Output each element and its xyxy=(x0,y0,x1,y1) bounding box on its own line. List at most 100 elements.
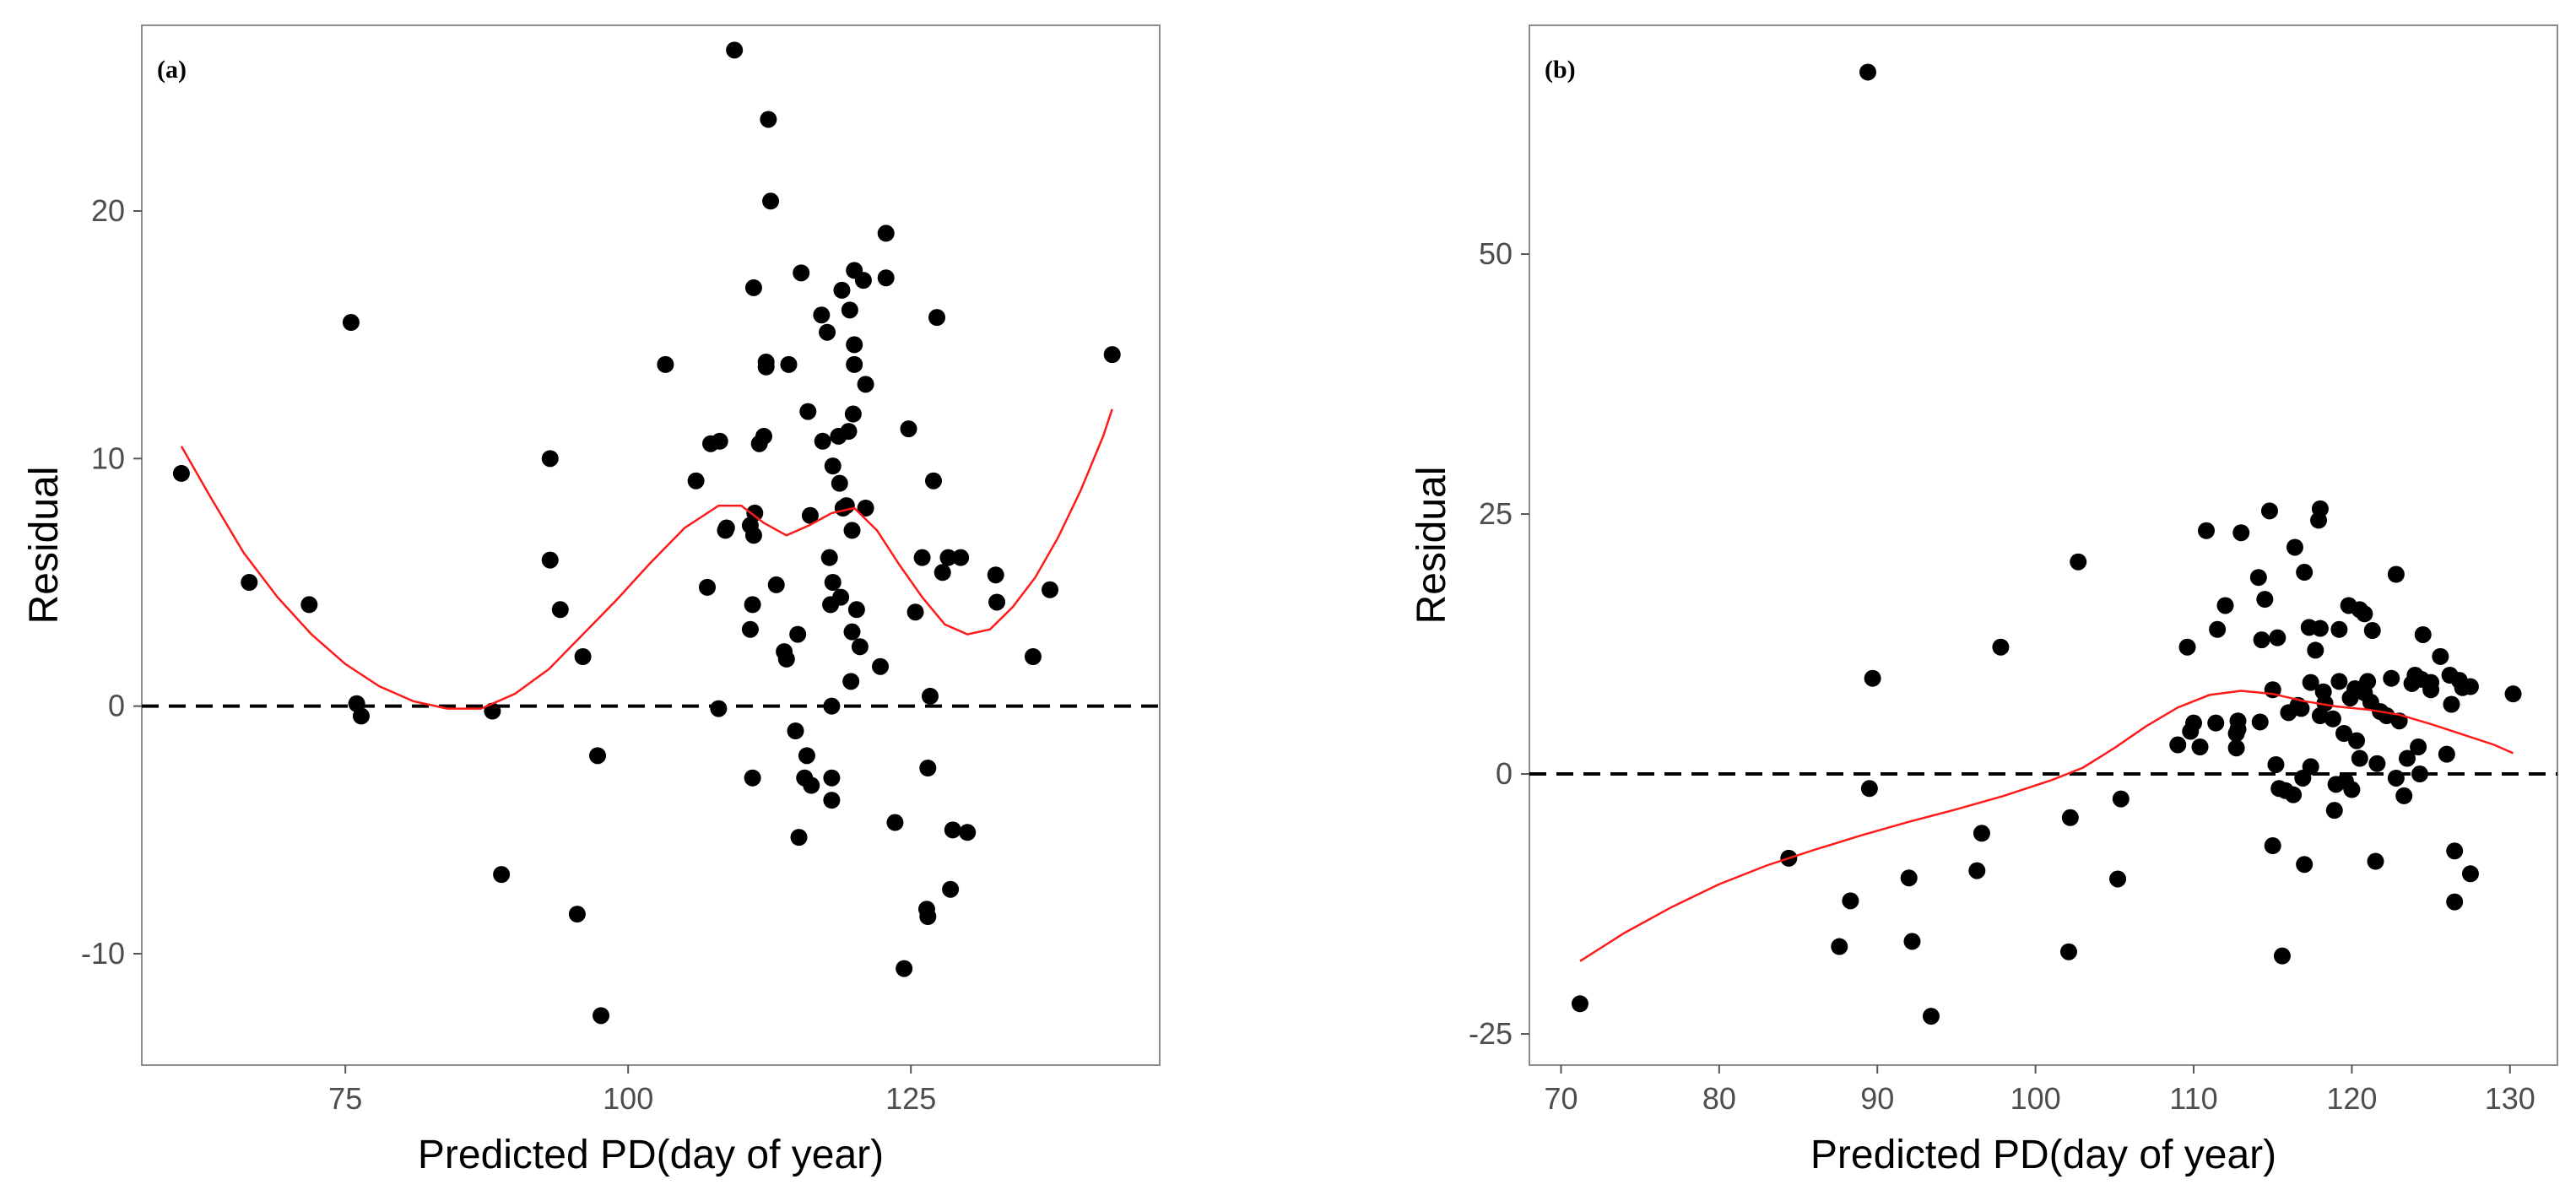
x-tick-label: 130 xyxy=(2485,1081,2535,1116)
data-point xyxy=(942,880,960,898)
data-point xyxy=(2330,620,2348,638)
data-point xyxy=(352,707,370,725)
data-point xyxy=(755,427,772,445)
data-point xyxy=(2368,755,2386,772)
data-point xyxy=(2356,605,2373,623)
smooth-trend-line xyxy=(1579,690,2514,962)
y-axis-label: Residual xyxy=(22,467,67,625)
data-point xyxy=(934,564,951,582)
data-point xyxy=(2302,758,2319,776)
data-point xyxy=(2070,553,2087,571)
data-point xyxy=(2061,809,2079,826)
data-point xyxy=(2207,714,2225,732)
x-tick-label: 125 xyxy=(885,1081,936,1116)
y-tick-label: 20 xyxy=(91,193,125,228)
data-point xyxy=(2363,622,2381,640)
panel-label: (a) xyxy=(157,56,187,84)
x-tick-label: 100 xyxy=(2010,1081,2061,1116)
data-point xyxy=(843,522,861,539)
data-point xyxy=(2267,755,2285,773)
data-point xyxy=(2269,629,2286,646)
data-point xyxy=(1864,669,1881,687)
data-point xyxy=(843,623,861,641)
data-point xyxy=(2249,569,2267,587)
data-point xyxy=(2325,802,2343,820)
data-point xyxy=(2209,620,2227,638)
data-point xyxy=(820,549,838,566)
data-point xyxy=(551,601,569,619)
data-point xyxy=(842,673,860,690)
x-tick-label: 90 xyxy=(1860,1081,1894,1116)
data-point xyxy=(760,111,777,128)
data-point xyxy=(906,603,924,621)
data-point xyxy=(799,403,817,420)
data-point xyxy=(2343,781,2361,798)
data-point xyxy=(952,549,970,566)
data-point xyxy=(928,309,946,327)
data-point xyxy=(2359,673,2377,690)
x-tick-label: 80 xyxy=(1702,1081,1736,1116)
data-point xyxy=(1024,648,1042,665)
data-point xyxy=(2461,865,2479,883)
data-point xyxy=(2185,714,2203,732)
data-point xyxy=(757,358,775,376)
data-point xyxy=(710,700,728,717)
data-point xyxy=(780,355,798,373)
data-point xyxy=(767,576,785,593)
data-point xyxy=(1973,825,1990,842)
y-tick-label: -10 xyxy=(81,936,125,971)
x-axis-label: Predicted PD(day of year) xyxy=(418,1133,884,1177)
data-point xyxy=(1992,638,2010,656)
data-point xyxy=(877,225,895,242)
data-point xyxy=(741,620,759,638)
data-point xyxy=(574,648,592,665)
data-point xyxy=(2504,685,2522,703)
data-point xyxy=(1103,346,1121,364)
data-point xyxy=(342,314,360,331)
data-point xyxy=(1903,933,1921,950)
data-point xyxy=(846,355,863,373)
data-point xyxy=(2387,565,2405,583)
y-axis-label: Residual xyxy=(1410,467,1454,625)
data-point xyxy=(744,596,761,614)
data-point xyxy=(2229,712,2247,730)
data-point xyxy=(2285,786,2303,803)
data-point xyxy=(988,593,1006,611)
data-point xyxy=(919,908,937,925)
data-point xyxy=(840,423,858,441)
data-point xyxy=(300,596,318,614)
data-point xyxy=(803,776,820,794)
data-point xyxy=(589,747,607,765)
data-point xyxy=(823,697,841,715)
data-point xyxy=(824,574,842,591)
data-point xyxy=(900,420,917,438)
data-point xyxy=(1042,581,1059,598)
x-axis-label: Predicted PD(day of year) xyxy=(1810,1133,2276,1177)
data-point xyxy=(2422,681,2440,699)
data-point xyxy=(2461,678,2479,695)
data-point xyxy=(841,301,858,319)
data-point xyxy=(2286,538,2303,556)
data-point xyxy=(872,657,890,675)
y-tick-label: -25 xyxy=(1469,1016,1513,1051)
data-point xyxy=(2443,695,2460,713)
data-point xyxy=(2311,500,2329,517)
data-point xyxy=(746,504,764,522)
data-point xyxy=(824,457,842,475)
data-point xyxy=(944,821,961,839)
data-point xyxy=(2273,947,2291,965)
data-point xyxy=(744,279,762,296)
data-point xyxy=(847,601,865,619)
y-tick-label: 0 xyxy=(1496,756,1513,791)
data-point xyxy=(2411,766,2428,783)
x-tick-label: 120 xyxy=(2326,1081,2377,1116)
data-point xyxy=(1900,869,1918,887)
data-point xyxy=(2191,738,2209,756)
data-point xyxy=(2395,787,2413,804)
data-point xyxy=(2414,625,2432,643)
data-point xyxy=(854,272,872,289)
data-point xyxy=(726,41,744,59)
data-point xyxy=(2264,837,2281,855)
data-point xyxy=(925,472,942,490)
data-point xyxy=(172,464,190,482)
